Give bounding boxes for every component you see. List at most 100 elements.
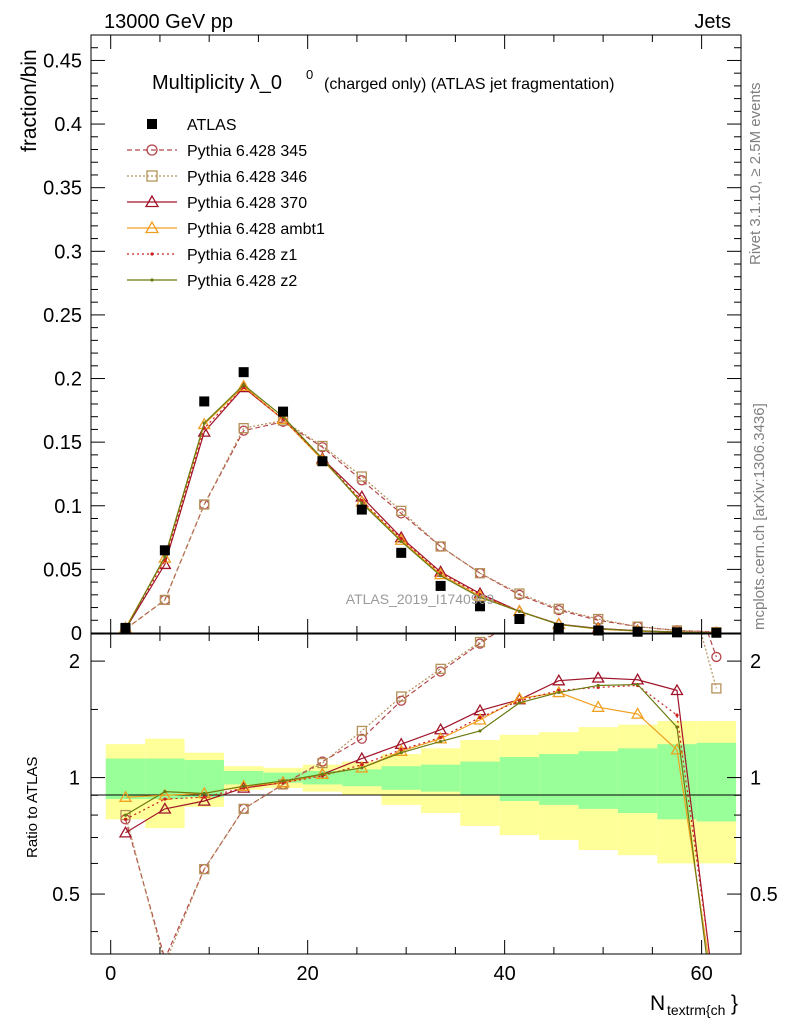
ratio-point (596, 683, 600, 688)
ratio-point (478, 729, 482, 733)
band-green (617, 748, 658, 813)
series-point (478, 595, 482, 599)
ratio-line (125, 677, 711, 954)
ratio-point (552, 673, 566, 686)
legend-label: Pythia 6.428 z1 (187, 247, 297, 264)
data-point (278, 406, 289, 417)
ratio-point (675, 713, 679, 717)
data-point (396, 547, 407, 558)
series-point (163, 555, 167, 559)
main-ytick-label: 0 (71, 623, 82, 645)
ratio-point (675, 725, 679, 729)
ratio-point (591, 700, 605, 712)
title-sup: 0 (306, 67, 313, 82)
legend: ATLAS Pythia 6.428 345 Pythia 6.428 346 Pyt… (127, 117, 325, 290)
ratio-point (199, 863, 210, 875)
ratio-series-5 (123, 682, 707, 954)
ratio-point (356, 725, 367, 737)
series-point (237, 379, 251, 391)
ratio-ytick-label: 0.5 (52, 884, 80, 906)
ratio-point (320, 772, 325, 776)
series-point (396, 505, 407, 517)
data-point (632, 626, 643, 637)
ratio-ytick-label: 1 (69, 768, 80, 790)
data-point (671, 627, 682, 638)
ratio-point (630, 707, 645, 719)
band-green (302, 770, 343, 785)
ratio-point (356, 733, 367, 744)
ratio-panel: 0.5 0.51 12 20 20 40 60 (52, 633, 778, 985)
legend-marker (144, 194, 160, 208)
main-ytick-label: 0.4 (54, 114, 82, 136)
ratio-ytick-label-right: 2 (750, 651, 761, 673)
ratio-point (118, 825, 133, 838)
series-point (163, 558, 167, 563)
band-green (578, 751, 618, 809)
series-point (514, 588, 525, 599)
x-tick-label: 60 (690, 963, 712, 985)
legend-label: Pythia 6.428 ambt1 (187, 221, 325, 238)
ratio-point (360, 763, 364, 767)
ratio-line (124, 634, 717, 954)
x-label-main: N (650, 992, 665, 1015)
rivet-label: Rivet 3.1.10, ≥ 2.5M events (747, 83, 764, 266)
ratio-line (125, 684, 711, 954)
series-point (399, 539, 403, 543)
series-point (276, 412, 290, 425)
ratio-ytick-label-right: 0.5 (750, 884, 778, 906)
band-green (539, 754, 579, 805)
legend-label: Pythia 6.428 z2 (187, 273, 297, 290)
series-point (281, 417, 285, 421)
series-point (474, 568, 486, 579)
ratio-line (125, 683, 707, 954)
data-point (553, 622, 564, 633)
band-green (460, 761, 500, 796)
series-point (238, 423, 249, 434)
series-line (125, 421, 717, 633)
series-point (317, 440, 328, 452)
ratio-line (124, 634, 717, 954)
chart-title: Multiplicity λ_0 0 (charged only) (ATLAS… (152, 67, 615, 94)
band-green (105, 758, 146, 800)
legend-marker (150, 252, 154, 256)
series-point (199, 499, 210, 510)
series-point (242, 383, 246, 387)
data-point (356, 504, 367, 515)
data-point (159, 545, 170, 556)
data-point (317, 456, 328, 467)
band-green (499, 757, 540, 801)
band-green (223, 770, 264, 785)
ratio-point (197, 794, 211, 806)
series-point (360, 501, 364, 505)
ratio-point (557, 690, 561, 695)
legend-marker (144, 220, 160, 234)
legend-label: Pythia 6.428 346 (187, 169, 307, 186)
series-point (356, 475, 367, 486)
main-ytick-label: 0.1 (54, 496, 82, 518)
ratio-point (478, 715, 482, 720)
series-point (478, 593, 482, 597)
series-point (553, 603, 564, 614)
legend-label: ATLAS (187, 117, 237, 134)
legend-item: Pythia 6.428 370 (127, 194, 307, 212)
x-axis-label: N textrm{ch } (650, 992, 738, 1018)
main-ytick-label: 0.05 (43, 559, 82, 581)
main-frame (90, 34, 742, 634)
legend-label: Pythia 6.428 345 (187, 143, 307, 160)
title-main: Multiplicity λ_0 (152, 72, 282, 94)
ratio-point (123, 813, 128, 817)
band-green (657, 744, 697, 820)
ratio-point (439, 739, 443, 744)
ratio-point (238, 803, 249, 815)
header-right: Jets (694, 11, 731, 33)
legend-marker (150, 278, 154, 282)
legend-item-data: ATLAS (147, 117, 237, 134)
ratio-point (711, 651, 722, 663)
ratio-point (202, 795, 206, 799)
ratio-series-layer (118, 634, 722, 954)
series-point (439, 574, 443, 578)
series-point (202, 421, 206, 425)
legend-marker (146, 170, 158, 182)
ratio-point (123, 817, 128, 821)
ratio-point (118, 790, 133, 802)
